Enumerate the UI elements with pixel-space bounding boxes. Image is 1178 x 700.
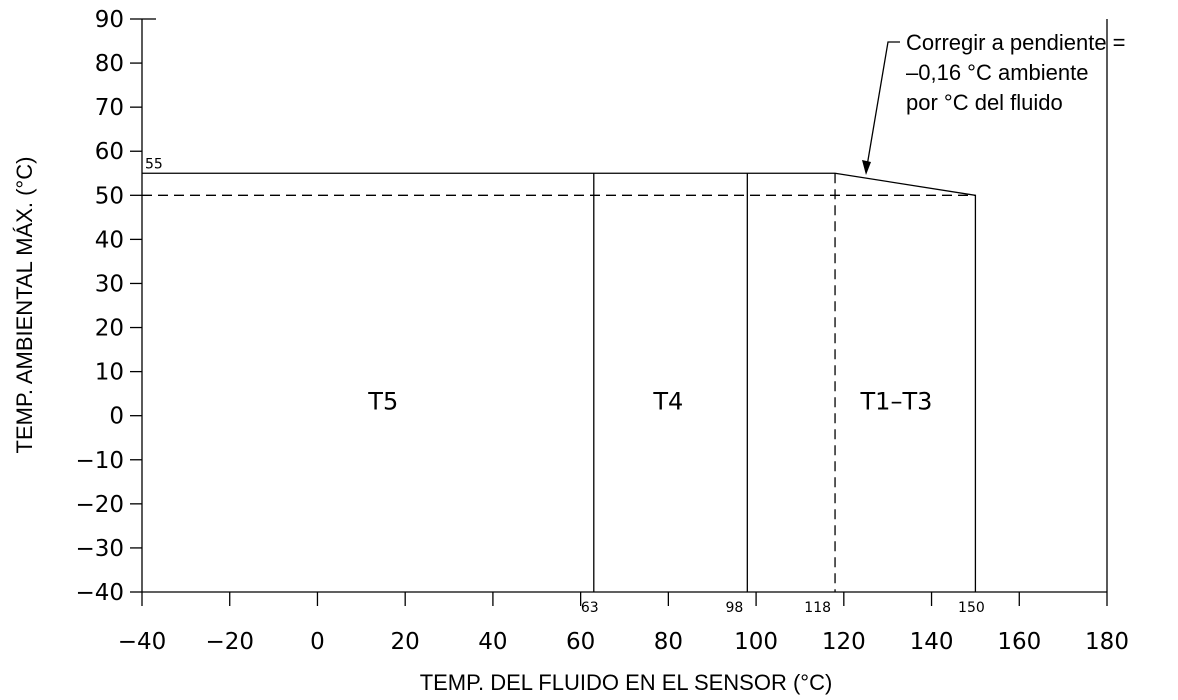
y-tick-label: −40 [75, 580, 124, 606]
x-axis-title: TEMP. DEL FLUIDO EN EL SENSOR (°C) [420, 670, 833, 695]
x-tick-label: 140 [910, 629, 954, 655]
chart-marks [142, 172, 977, 592]
x-tick-label: 100 [734, 629, 778, 655]
plot-frame [141, 18, 1108, 593]
x-tick-label: 160 [997, 629, 1041, 655]
y-tick-label: 70 [95, 95, 124, 121]
marked-value-x150: 150 [958, 600, 985, 616]
y-tick-label: 90 [95, 7, 124, 33]
x-tick-label: 60 [566, 629, 595, 655]
y-tick-label: −10 [75, 448, 124, 474]
zone-label: T5 [367, 388, 398, 416]
marked-value-x98: 98 [725, 600, 743, 616]
x-tick-label: 180 [1085, 629, 1129, 655]
x-tick-label: 120 [822, 629, 866, 655]
marked-value-x63: 63 [581, 600, 599, 616]
y-tick-label: 50 [95, 183, 124, 209]
x-tick-label: 80 [654, 629, 683, 655]
limit-boundary-line [142, 172, 977, 592]
annotation-arrowhead [862, 160, 871, 175]
x-tick-label: 0 [310, 629, 325, 655]
slope-annotation-line: Corregir a pendiente = [906, 30, 1126, 55]
x-tick-label: −20 [205, 629, 254, 655]
y-tick-label: −30 [75, 536, 124, 562]
y-axis-title: TEMP. AMBIENTAL MÁX. (°C) [12, 157, 37, 454]
chart-labels: 55 63 98 118 150 T5 T4 T1–T3 Corregir a pendient… [145, 30, 1126, 616]
slope-annotation-line: –0,16 °C ambiente [906, 60, 1088, 85]
slope-annotation-line: por °C del fluido [906, 90, 1063, 115]
y-tick-label: 60 [95, 139, 124, 165]
y-tick-label: 0 [109, 404, 124, 430]
x-tick-label: −40 [118, 629, 167, 655]
x-tick-label: 20 [391, 629, 420, 655]
x-tick-label: 40 [478, 629, 507, 655]
marked-value-y55: 55 [145, 156, 163, 172]
marked-value-x118: 118 [804, 600, 831, 616]
annotation-leader-line [865, 41, 900, 173]
y-tick-label: 80 [95, 51, 124, 77]
zone-label: T4 [652, 388, 683, 416]
y-tick-label: 10 [95, 360, 124, 386]
y-tick-label: 30 [95, 271, 124, 297]
y-tick-label: −20 [75, 492, 124, 518]
zone-label: T1–T3 [860, 388, 933, 416]
y-tick-label: 20 [95, 316, 124, 342]
y-axis-ticks: −40 −30 −20 −10 0 10 20 30 40 50 60 70 80 90 [75, 7, 142, 606]
y-tick-label: 40 [95, 227, 124, 253]
x-axis-ticks: −40 −20 0 20 40 60 80 100 120 140 160 180 [118, 592, 1129, 655]
